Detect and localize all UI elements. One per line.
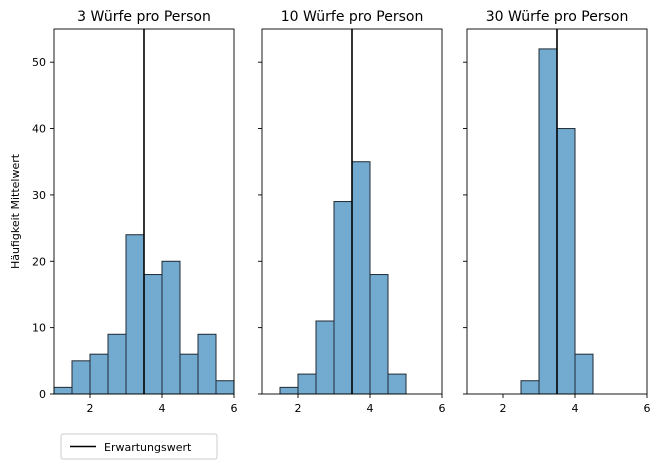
histogram-bar xyxy=(369,274,389,395)
panel-title: 3 Würfe pro Person xyxy=(77,9,211,25)
x-tick-label: 4 xyxy=(159,402,166,415)
histogram-bar xyxy=(179,353,199,395)
panel-title: 30 Würfe pro Person xyxy=(486,9,629,25)
y-tick-label: 30 xyxy=(32,189,46,202)
axes-frame xyxy=(53,28,235,395)
histogram-bar xyxy=(538,48,558,395)
histogram-bar xyxy=(125,234,145,395)
histogram-bar xyxy=(71,360,91,395)
legend-label: Erwartungswert xyxy=(104,441,192,454)
y-axis-label: Häufigkeit Mittelwert xyxy=(9,153,22,269)
histogram-bar xyxy=(107,333,127,395)
x-tick-label: 6 xyxy=(644,402,651,415)
histogram-bar xyxy=(279,386,299,395)
histogram-bar xyxy=(520,380,540,395)
histogram-bar xyxy=(197,333,217,395)
x-tick-label: 6 xyxy=(439,402,446,415)
histogram-bar xyxy=(387,373,407,395)
axes-frame xyxy=(466,28,648,395)
axes-frame xyxy=(261,28,443,395)
histogram-bar xyxy=(351,161,371,395)
histogram-bar xyxy=(574,353,594,395)
x-tick-label: 2 xyxy=(295,402,302,415)
panel-3: 2 4 6 30 Würfe pro Person xyxy=(463,9,651,415)
histogram-bar xyxy=(161,260,181,395)
histogram-bar xyxy=(556,128,576,395)
histogram-panels: 2 4 6 0 10 20 30 40 50 3 Würfe pro Person 2 4 6 10 Wü… xyxy=(32,9,651,415)
legend: Erwartungswert xyxy=(60,433,218,460)
histogram-bar xyxy=(333,201,353,395)
x-tick-label: 6 xyxy=(231,402,238,415)
panel-title: 10 Würfe pro Person xyxy=(281,9,424,25)
y-tick-label: 20 xyxy=(32,255,46,268)
y-tick-label: 0 xyxy=(39,388,46,401)
x-tick-label: 2 xyxy=(87,402,94,415)
histogram-bar xyxy=(315,320,335,395)
legend-frame xyxy=(60,433,218,460)
y-tick-label: 40 xyxy=(32,123,46,136)
y-tick-label: 50 xyxy=(32,56,46,69)
histogram-bar xyxy=(53,386,73,395)
histogram-bar xyxy=(89,353,109,395)
y-tick-label: 10 xyxy=(32,322,46,335)
x-tick-label: 4 xyxy=(367,402,374,415)
histogram-bar xyxy=(297,373,317,395)
panel-2: 2 4 6 10 Würfe pro Person xyxy=(258,9,446,415)
x-tick-label: 2 xyxy=(500,402,507,415)
x-tick-label: 4 xyxy=(572,402,579,415)
panel-1: 2 4 6 0 10 20 30 40 50 3 Würfe pro Person xyxy=(32,9,238,415)
histogram-bar xyxy=(215,380,235,395)
histogram-bar xyxy=(143,274,163,395)
